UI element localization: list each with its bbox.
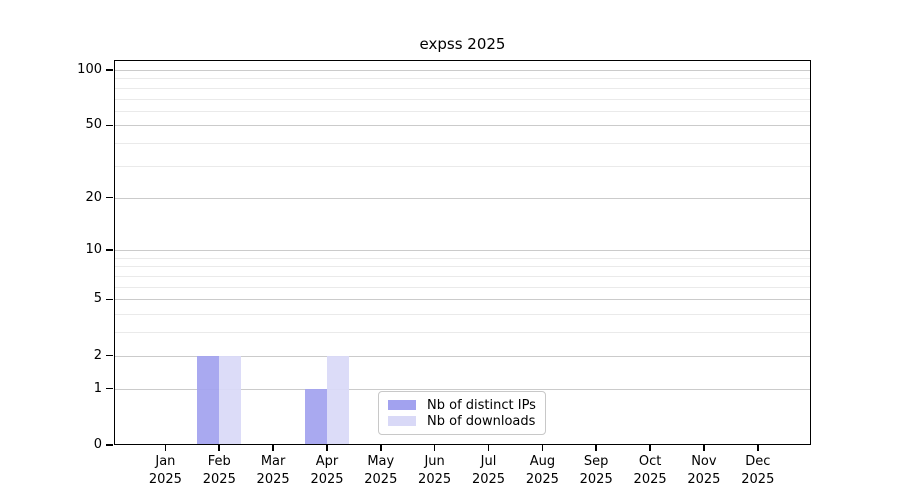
y-tick-mark	[106, 196, 113, 199]
bar-distinct-ips	[305, 388, 327, 445]
x-tick-label: Dec 2025	[741, 454, 775, 487]
x-tick-label: Oct 2025	[633, 454, 667, 487]
x-tick-mark	[326, 445, 328, 451]
y-tick-label: 20	[85, 189, 102, 205]
chart-title: expss 2025	[419, 35, 506, 53]
x-tick-label: Nov 2025	[687, 454, 721, 487]
y-tick-mark	[106, 298, 113, 301]
y-gridline-minor	[114, 110, 811, 112]
x-tick-mark	[380, 445, 382, 451]
y-tick-mark	[106, 444, 113, 446]
legend-swatch	[388, 416, 416, 426]
x-tick-mark	[595, 445, 597, 451]
y-gridline-minor	[114, 257, 811, 259]
legend-label: Nb of distinct IPs	[427, 397, 536, 413]
x-tick-label: Jan 2025	[148, 454, 182, 487]
x-tick-label: Apr 2025	[310, 454, 344, 487]
bar-distinct-ips	[197, 355, 220, 445]
y-gridline-minor	[114, 286, 811, 288]
x-tick-label: Aug 2025	[525, 454, 559, 487]
legend-label: Nb of downloads	[427, 413, 536, 429]
bar-downloads	[327, 355, 349, 445]
x-tick-mark	[541, 445, 544, 451]
x-tick-mark	[757, 445, 759, 451]
legend-item: Nb of distinct IPs	[388, 398, 536, 413]
x-tick-label: Feb 2025	[202, 454, 236, 487]
y-gridline-minor	[114, 314, 811, 316]
y-gridline-minor	[114, 143, 811, 145]
bar-downloads	[219, 355, 242, 445]
y-tick-label: 10	[85, 242, 102, 258]
x-tick-mark	[272, 445, 274, 451]
y-gridline-minor	[114, 98, 811, 100]
y-gridline-minor	[114, 266, 811, 268]
y-gridline-minor	[114, 87, 811, 89]
y-gridline-minor	[114, 276, 811, 277]
legend-item: Nb of downloads	[388, 414, 536, 429]
y-tick-label: 2	[93, 347, 102, 363]
y-tick-label: 50	[85, 117, 102, 133]
x-tick-label: Mar 2025	[256, 454, 290, 487]
y-gridline-major	[114, 355, 811, 357]
x-tick-mark	[433, 445, 436, 451]
x-tick-label: Sep 2025	[579, 454, 613, 487]
x-tick-label: Jun 2025	[418, 454, 452, 487]
y-tick-mark	[106, 249, 113, 251]
x-tick-mark	[649, 445, 651, 451]
y-gridline-major	[114, 388, 811, 390]
y-tick-label: 1	[93, 380, 102, 396]
x-tick-label: May 2025	[364, 454, 398, 487]
y-tick-label: 100	[77, 61, 102, 77]
y-tick-mark	[106, 387, 113, 390]
y-tick-label: 5	[93, 291, 102, 307]
y-tick-mark	[106, 354, 113, 357]
y-gridline-minor	[114, 165, 811, 167]
y-tick-label: 0	[93, 437, 102, 452]
x-tick-mark	[164, 445, 167, 451]
y-tick-mark	[106, 124, 113, 127]
y-gridline-major	[114, 125, 811, 127]
y-gridline-major	[114, 197, 811, 199]
x-tick-mark	[487, 445, 490, 451]
legend: Nb of distinct IPs Nb of downloads	[378, 391, 546, 435]
legend-swatch	[388, 400, 416, 410]
y-gridline-major	[114, 299, 811, 301]
x-tick-mark	[703, 445, 705, 451]
y-gridline-minor	[114, 332, 811, 334]
y-gridline-minor	[114, 78, 811, 80]
y-gridline-major	[114, 69, 811, 71]
y-tick-mark	[106, 69, 113, 71]
y-gridline-major	[114, 250, 811, 252]
x-tick-mark	[218, 445, 220, 451]
x-tick-label: Jul 2025	[471, 454, 506, 487]
